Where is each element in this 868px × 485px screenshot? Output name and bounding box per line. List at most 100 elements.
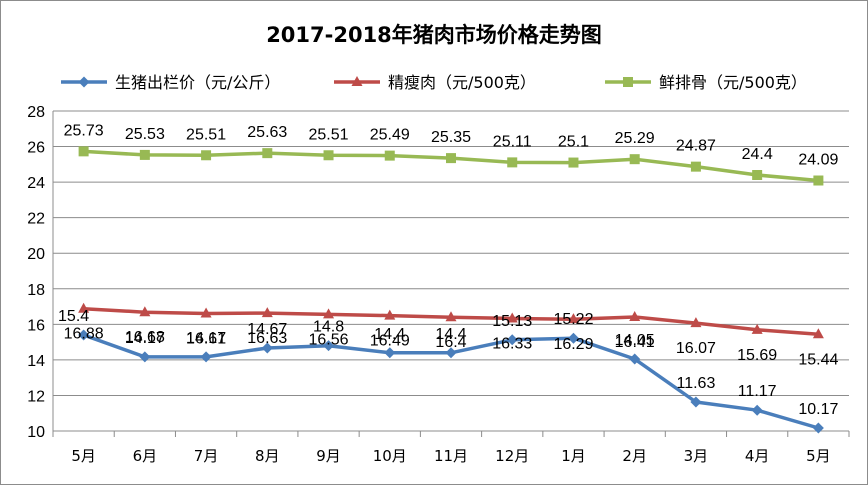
data-label-1-3: 16.63 (247, 330, 287, 347)
data-point-1-3 (261, 307, 273, 318)
y-tick-label-20: 20 (27, 246, 45, 263)
data-label-2-6: 25.35 (431, 129, 471, 146)
data-point-2-5 (384, 150, 395, 161)
data-point-2-10 (690, 161, 701, 172)
data-point-0-12 (812, 422, 824, 434)
data-point-1-6 (445, 311, 457, 322)
data-label-2-9: 25.29 (615, 130, 655, 147)
legend-entry-2: 鲜排骨（元/500克） (605, 73, 807, 92)
data-label-0-10: 11.63 (676, 375, 715, 392)
data-label-0-3: 14.67 (247, 321, 287, 338)
data-label-1-0: 16.88 (64, 326, 104, 343)
data-point-2-8 (568, 157, 579, 168)
data-label-1-6: 16.4 (435, 334, 466, 351)
legend-label-2: 鲜排骨（元/500克） (659, 73, 807, 92)
data-point-2-6 (446, 153, 456, 164)
data-point-0-10 (690, 396, 702, 408)
data-point-2-4 (323, 150, 334, 161)
data-label-0-9: 14.05 (615, 332, 655, 349)
series-layer (78, 146, 824, 434)
data-label-1-2: 16.61 (186, 330, 226, 347)
y-tick-label-16: 16 (27, 317, 45, 334)
data-label-1-8: 16.29 (553, 336, 593, 353)
data-label-0-0: 15.4 (58, 308, 89, 325)
x-tick-label-12: 5月 (806, 447, 831, 465)
y-tick-label-26: 26 (27, 140, 45, 157)
legend-marker-2 (623, 77, 633, 87)
data-point-0-9 (629, 353, 641, 365)
data-point-1-10 (690, 317, 702, 328)
y-tick-label-22: 22 (27, 211, 45, 228)
data-label-2-7: 25.11 (493, 133, 532, 150)
legend: 生猪出栏价（元/公斤） 精瘦肉（元/500克） 鲜排骨（元/500克） (61, 73, 807, 92)
x-tick-label-6: 11月 (434, 447, 468, 465)
y-tick-label-10: 10 (27, 424, 45, 441)
data-point-1-4 (323, 308, 335, 319)
data-point-2-3 (262, 148, 273, 159)
legend-marker-0 (78, 76, 90, 88)
data-label-2-11: 24.4 (742, 146, 773, 163)
x-tick-label-1: 6月 (133, 447, 158, 465)
data-label-1-7: 16.33 (492, 335, 532, 352)
data-label-1-11: 15.69 (737, 347, 777, 364)
data-point-0-6 (445, 347, 457, 359)
data-point-2-11 (752, 170, 763, 180)
y-tick-label-18: 18 (27, 282, 45, 299)
data-point-1-8 (567, 313, 579, 324)
data-labels: 15.4 14.17 14.17 14.67 14.8 14.4 14.4 15.13 15.2… (58, 122, 838, 418)
data-point-0-11 (751, 404, 763, 416)
y-tick-label-28: 28 (27, 104, 45, 121)
data-point-2-2 (201, 150, 212, 161)
data-label-2-1: 25.53 (125, 126, 165, 143)
y-tick-label-24: 24 (27, 175, 45, 192)
data-point-0-5 (384, 347, 396, 359)
data-label-1-5: 16.49 (370, 333, 410, 350)
series-1 (78, 302, 824, 339)
series-2 (78, 146, 824, 186)
data-point-2-7 (507, 157, 518, 168)
legend-entry-1: 精瘦肉（元/500克） (334, 73, 536, 92)
y-tick-label-14: 14 (27, 353, 45, 370)
x-tick-label-7: 12月 (495, 447, 529, 465)
chart-title: 2017-2018年猪肉市场价格走势图 (266, 23, 602, 47)
x-tick-label-2: 7月 (194, 447, 219, 465)
data-label-1-1: 16.68 (125, 329, 165, 346)
data-label-0-4: 14.8 (313, 319, 344, 336)
data-label-0-7: 15.13 (492, 313, 532, 330)
data-point-2-9 (629, 154, 640, 165)
data-point-2-1 (139, 149, 150, 160)
data-point-1-11 (751, 323, 763, 334)
gridlines (53, 110, 849, 396)
data-point-0-0 (78, 329, 90, 341)
data-label-2-4: 25.51 (309, 126, 349, 143)
data-label-0-8: 15.22 (553, 311, 593, 328)
x-tick-label-4: 9月 (316, 447, 341, 465)
x-tick-label-5: 10月 (373, 447, 407, 465)
data-label-2-2: 25.51 (186, 126, 226, 143)
data-point-0-4 (323, 340, 335, 352)
data-point-0-1 (139, 351, 151, 363)
x-tick-label-10: 3月 (684, 447, 709, 465)
data-point-1-9 (629, 311, 641, 322)
y-tick-label-12: 12 (27, 388, 45, 405)
axes: 10 12 14 16 18 20 22 24 26 28 5月 6月 7月 8月 9月 10月 11月 12月 1… (27, 104, 850, 465)
data-label-2-5: 25.49 (370, 127, 410, 144)
series-0 (78, 329, 824, 434)
data-point-2-12 (813, 175, 824, 186)
x-tick-label-3: 8月 (255, 447, 280, 465)
data-point-0-7 (506, 334, 518, 346)
data-label-0-1: 14.17 (125, 330, 165, 347)
data-label-0-2: 14.17 (186, 330, 226, 347)
data-label-0-11: 11.17 (738, 383, 777, 400)
data-point-0-8 (567, 332, 579, 344)
data-point-2-0 (78, 146, 89, 157)
legend-marker-1 (351, 76, 363, 86)
data-label-0-12: 10.17 (798, 401, 838, 418)
data-label-1-10: 16.07 (676, 340, 716, 357)
data-label-0-6: 14.4 (435, 326, 466, 343)
data-label-0-5: 14.4 (374, 326, 405, 343)
data-point-0-3 (261, 342, 273, 354)
data-point-1-7 (506, 312, 518, 323)
data-label-2-8: 25.1 (558, 134, 589, 151)
